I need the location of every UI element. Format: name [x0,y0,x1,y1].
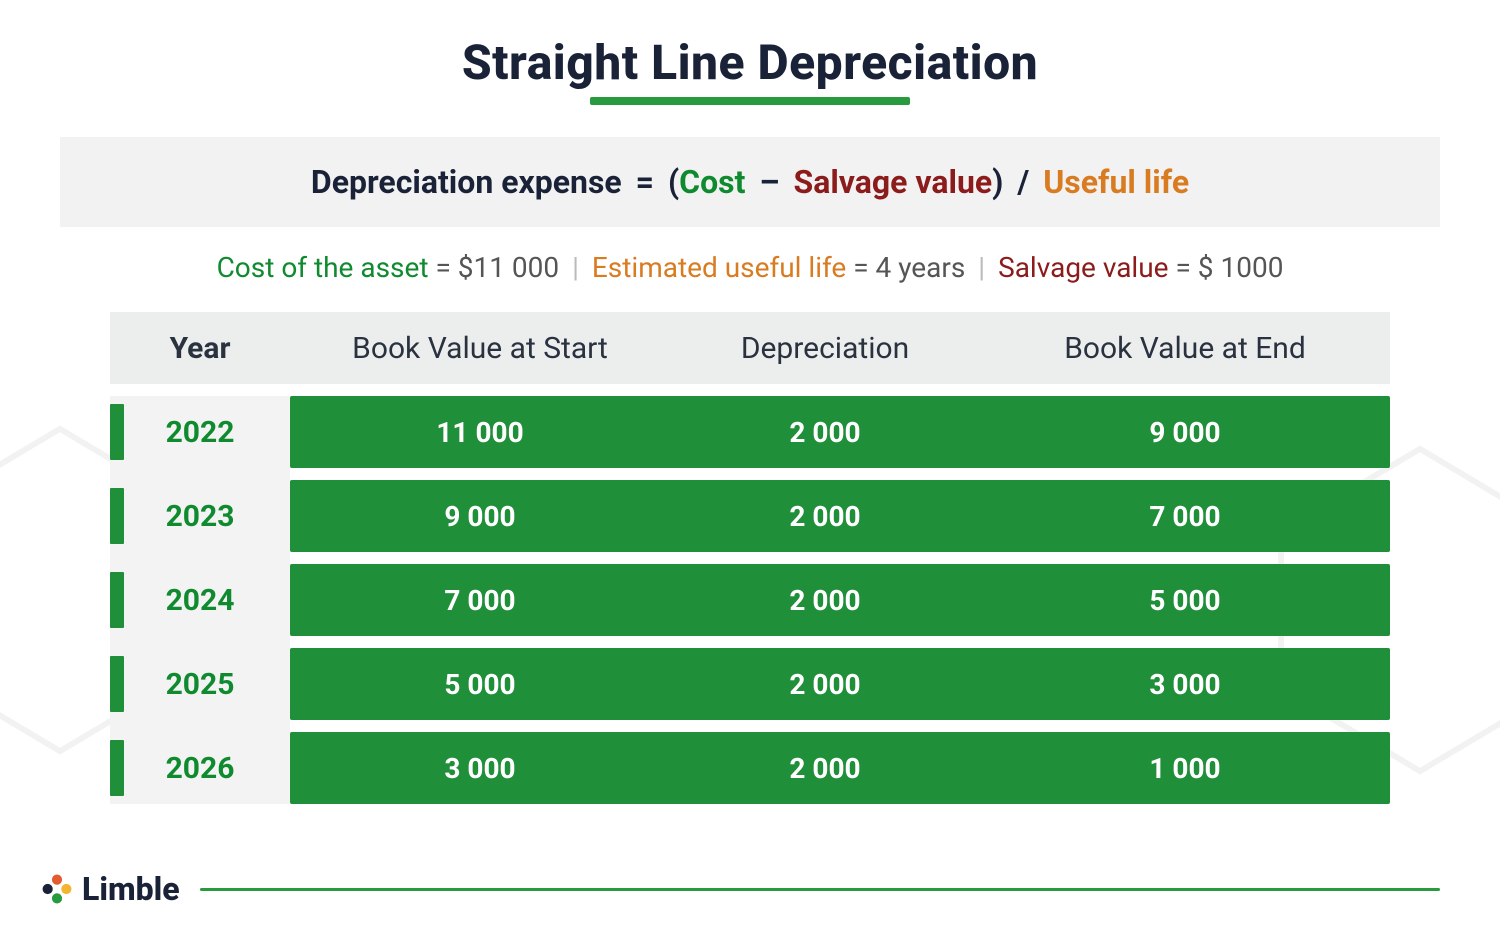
year-label: 2024 [166,583,235,618]
assump-sep-2: | [978,251,985,284]
assump-cost-label: Cost of the asset [217,251,429,284]
data-bar: 9 000 2 000 7 000 [290,480,1390,552]
cell-start: 7 000 [290,584,670,617]
title-underline [590,97,910,105]
formula-useful: Useful life [1043,163,1189,201]
page-title: Straight Line Depreciation [60,34,1440,91]
cell-start: 3 000 [290,752,670,785]
cell-dep: 2 000 [670,668,980,701]
assump-useful-value: = 4 years [853,251,965,284]
year-tick [110,404,124,460]
footer-line [200,888,1440,891]
table-row: 2024 7 000 2 000 5 000 [110,564,1390,636]
col-header-end: Book Value at End [980,331,1390,366]
formula-div: / [1017,163,1029,201]
cell-dep: 2 000 [670,500,980,533]
year-label: 2023 [166,499,235,534]
assump-useful-label: Estimated useful life [592,251,846,284]
data-bar: 7 000 2 000 5 000 [290,564,1390,636]
col-header-year: Year [110,331,290,366]
year-label: 2022 [166,415,235,450]
year-cell: 2025 [110,648,290,720]
cell-start: 11 000 [290,416,670,449]
year-label: 2025 [166,667,235,702]
brand-name: Limble [82,870,180,908]
cell-start: 5 000 [290,668,670,701]
year-tick [110,488,124,544]
footer: Limble [40,870,1440,908]
year-cell: 2022 [110,396,290,468]
cell-end: 5 000 [980,584,1390,617]
cell-dep: 2 000 [670,584,980,617]
year-cell: 2023 [110,480,290,552]
col-header-dep: Depreciation [670,331,980,366]
year-tick [110,572,124,628]
year-label: 2026 [166,751,235,786]
assumption-line: Cost of the asset = $11 000 | Estimated … [60,251,1440,284]
formula-salvage: Salvage value [794,163,993,201]
formula-cost: Cost [679,163,745,201]
col-header-start: Book Value at Start [290,331,670,366]
formula-open: ( [668,163,679,201]
formula-bar: Depreciation expense = (Cost – Salvage v… [60,137,1440,227]
cell-start: 9 000 [290,500,670,533]
assump-cost-value: = $11 000 [435,251,559,284]
table-row: 2026 3 000 2 000 1 000 [110,732,1390,804]
data-bar: 5 000 2 000 3 000 [290,648,1390,720]
table-header-row: Year Book Value at Start Depreciation Bo… [110,312,1390,384]
table-row: 2025 5 000 2 000 3 000 [110,648,1390,720]
table-row: 2022 11 000 2 000 9 000 [110,396,1390,468]
formula-minus: – [759,163,779,201]
year-tick [110,740,124,796]
cell-dep: 2 000 [670,752,980,785]
assump-sep-1: | [572,251,579,284]
table-body: 2022 11 000 2 000 9 000 2023 9 000 2 000… [110,396,1390,804]
cell-end: 3 000 [980,668,1390,701]
cell-dep: 2 000 [670,416,980,449]
formula-close: ) [992,163,1003,201]
assump-salvage-value: = $ 1000 [1175,251,1283,284]
year-cell: 2024 [110,564,290,636]
year-tick [110,656,124,712]
limble-logo-icon [40,872,74,906]
formula-eq: = [636,163,654,201]
table-row: 2023 9 000 2 000 7 000 [110,480,1390,552]
formula-lhs: Depreciation expense [311,163,622,201]
year-cell: 2026 [110,732,290,804]
cell-end: 7 000 [980,500,1390,533]
data-bar: 11 000 2 000 9 000 [290,396,1390,468]
assump-salvage-label: Salvage value [998,251,1168,284]
depreciation-table: Year Book Value at Start Depreciation Bo… [110,312,1390,804]
data-bar: 3 000 2 000 1 000 [290,732,1390,804]
cell-end: 9 000 [980,416,1390,449]
brand: Limble [40,870,180,908]
cell-end: 1 000 [980,752,1390,785]
